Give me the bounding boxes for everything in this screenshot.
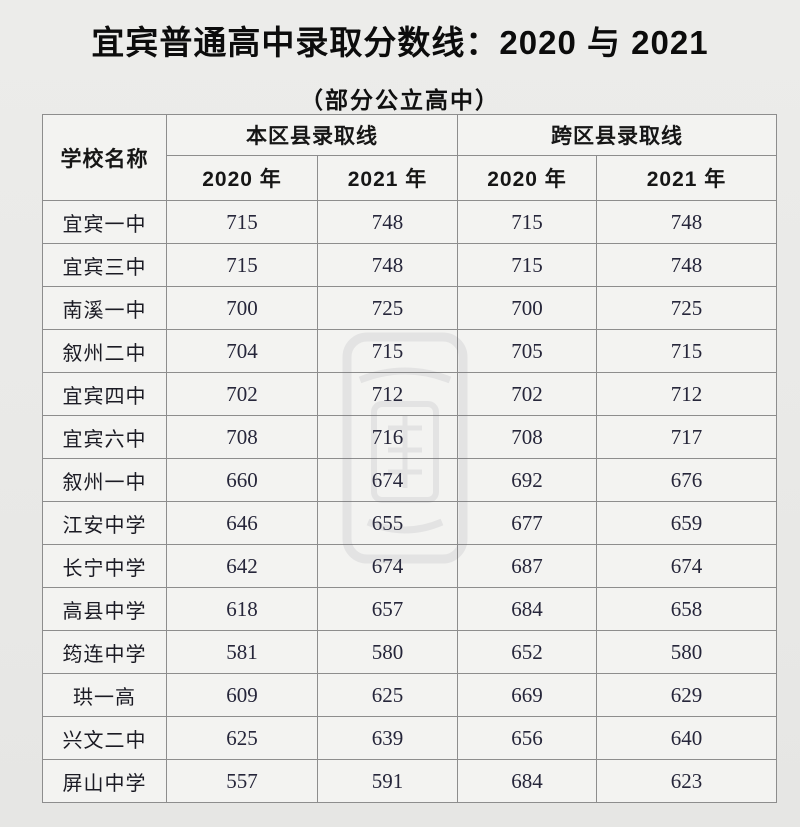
score-cell: 700 bbox=[166, 286, 318, 330]
table-header: 学校名称 本区县录取线 跨区县录取线 2020 年 2021 年 2020 年 … bbox=[42, 114, 777, 201]
score-cell: 655 bbox=[317, 501, 458, 545]
table-row: 宜宾四中 702 712 702 712 bbox=[42, 372, 777, 416]
score-cell: 674 bbox=[317, 544, 458, 588]
score-cell: 712 bbox=[596, 372, 777, 416]
score-cell: 692 bbox=[457, 458, 597, 502]
score-cell: 712 bbox=[317, 372, 458, 416]
score-cell: 748 bbox=[317, 200, 458, 244]
school-name-cell: 宜宾四中 bbox=[42, 372, 167, 416]
table-row: 宜宾一中 715 748 715 748 bbox=[42, 200, 777, 244]
score-cell: 669 bbox=[457, 673, 597, 717]
score-cell: 715 bbox=[166, 200, 318, 244]
score-cell: 659 bbox=[596, 501, 777, 545]
score-cell: 639 bbox=[317, 716, 458, 760]
school-name-cell: 叙州一中 bbox=[42, 458, 167, 502]
school-name-cell: 宜宾三中 bbox=[42, 243, 167, 287]
score-cell: 715 bbox=[166, 243, 318, 287]
score-cell: 715 bbox=[457, 243, 597, 287]
score-cell: 687 bbox=[457, 544, 597, 588]
header-local-district-group: 本区县录取线 bbox=[166, 114, 458, 156]
score-cell: 708 bbox=[166, 415, 318, 459]
score-cell: 646 bbox=[166, 501, 318, 545]
school-name-cell: 江安中学 bbox=[42, 501, 167, 545]
score-cell: 715 bbox=[457, 200, 597, 244]
score-cell: 748 bbox=[317, 243, 458, 287]
score-cell: 716 bbox=[317, 415, 458, 459]
header-local-2020: 2020 年 bbox=[166, 155, 318, 201]
score-cell: 748 bbox=[596, 200, 777, 244]
table-body: 宜宾一中 715 748 715 748 宜宾三中 715 748 715 748 南溪一中 700 7… bbox=[42, 200, 777, 803]
score-cell: 652 bbox=[457, 630, 597, 674]
score-cell: 725 bbox=[317, 286, 458, 330]
table-row: 宜宾三中 715 748 715 748 bbox=[42, 243, 777, 287]
header-local-2021: 2021 年 bbox=[317, 155, 458, 201]
score-cell: 684 bbox=[457, 759, 597, 803]
score-cell: 623 bbox=[596, 759, 777, 803]
score-cell: 684 bbox=[457, 587, 597, 631]
header-year-row: 2020 年 2021 年 2020 年 2021 年 bbox=[43, 155, 777, 201]
score-cell: 674 bbox=[317, 458, 458, 502]
score-cell: 702 bbox=[457, 372, 597, 416]
school-name-cell: 高县中学 bbox=[42, 587, 167, 631]
table-row: 南溪一中 700 725 700 725 bbox=[42, 286, 777, 330]
score-cell: 715 bbox=[596, 329, 777, 373]
school-name-cell: 宜宾一中 bbox=[42, 200, 167, 244]
header-school-name: 学校名称 bbox=[42, 114, 167, 201]
table-row: 叙州二中 704 715 705 715 bbox=[42, 329, 777, 373]
table-row: 兴文二中 625 639 656 640 bbox=[42, 716, 777, 760]
score-cell: 677 bbox=[457, 501, 597, 545]
school-name-cell: 长宁中学 bbox=[42, 544, 167, 588]
school-name-cell: 珙一高 bbox=[42, 673, 167, 717]
table-row: 屏山中学 557 591 684 623 bbox=[42, 759, 777, 803]
table-row: 江安中学 646 655 677 659 bbox=[42, 501, 777, 545]
score-cell: 715 bbox=[317, 329, 458, 373]
score-cell: 580 bbox=[317, 630, 458, 674]
header-cross-2021: 2021 年 bbox=[596, 155, 777, 201]
score-cell: 748 bbox=[596, 243, 777, 287]
header-cross-2020: 2020 年 bbox=[457, 155, 597, 201]
table-row: 长宁中学 642 674 687 674 bbox=[42, 544, 777, 588]
table-row: 宜宾六中 708 716 708 717 bbox=[42, 415, 777, 459]
score-cell: 717 bbox=[596, 415, 777, 459]
score-cell: 642 bbox=[166, 544, 318, 588]
score-cell: 591 bbox=[317, 759, 458, 803]
score-cell: 618 bbox=[166, 587, 318, 631]
score-cell: 658 bbox=[596, 587, 777, 631]
table-row: 叙州一中 660 674 692 676 bbox=[42, 458, 777, 502]
header-group-row: 学校名称 本区县录取线 跨区县录取线 bbox=[42, 114, 777, 201]
score-cell: 625 bbox=[317, 673, 458, 717]
table-row: 筠连中学 581 580 652 580 bbox=[42, 630, 777, 674]
score-cell: 640 bbox=[596, 716, 777, 760]
score-cell: 725 bbox=[596, 286, 777, 330]
school-name-cell: 屏山中学 bbox=[42, 759, 167, 803]
score-cell: 705 bbox=[457, 329, 597, 373]
score-cell: 676 bbox=[596, 458, 777, 502]
score-cell: 660 bbox=[166, 458, 318, 502]
score-cell: 708 bbox=[457, 415, 597, 459]
score-cell: 609 bbox=[166, 673, 318, 717]
table-row: 珙一高 609 625 669 629 bbox=[42, 673, 777, 717]
score-cell: 581 bbox=[166, 630, 318, 674]
score-cell: 625 bbox=[166, 716, 318, 760]
score-cell: 702 bbox=[166, 372, 318, 416]
school-name-cell: 叙州二中 bbox=[42, 329, 167, 373]
score-cell: 580 bbox=[596, 630, 777, 674]
school-name-cell: 宜宾六中 bbox=[42, 415, 167, 459]
header-cross-district-group: 跨区县录取线 bbox=[457, 114, 777, 156]
table-row: 高县中学 618 657 684 658 bbox=[42, 587, 777, 631]
score-cell: 656 bbox=[457, 716, 597, 760]
school-name-cell: 筠连中学 bbox=[42, 630, 167, 674]
page-subtitle: （部分公立高中） bbox=[300, 87, 500, 113]
scores-table: 学校名称 本区县录取线 跨区县录取线 2020 年 2021 年 2020 年 … bbox=[42, 114, 777, 803]
score-cell: 557 bbox=[166, 759, 318, 803]
page-title: 宜宾普通高中录取分数线：2020 与 2021 bbox=[91, 24, 709, 61]
score-cell: 657 bbox=[317, 587, 458, 631]
school-name-cell: 南溪一中 bbox=[42, 286, 167, 330]
score-cell: 700 bbox=[457, 286, 597, 330]
score-cell: 674 bbox=[596, 544, 777, 588]
score-cell: 704 bbox=[166, 329, 318, 373]
score-cell: 629 bbox=[596, 673, 777, 717]
school-name-cell: 兴文二中 bbox=[42, 716, 167, 760]
